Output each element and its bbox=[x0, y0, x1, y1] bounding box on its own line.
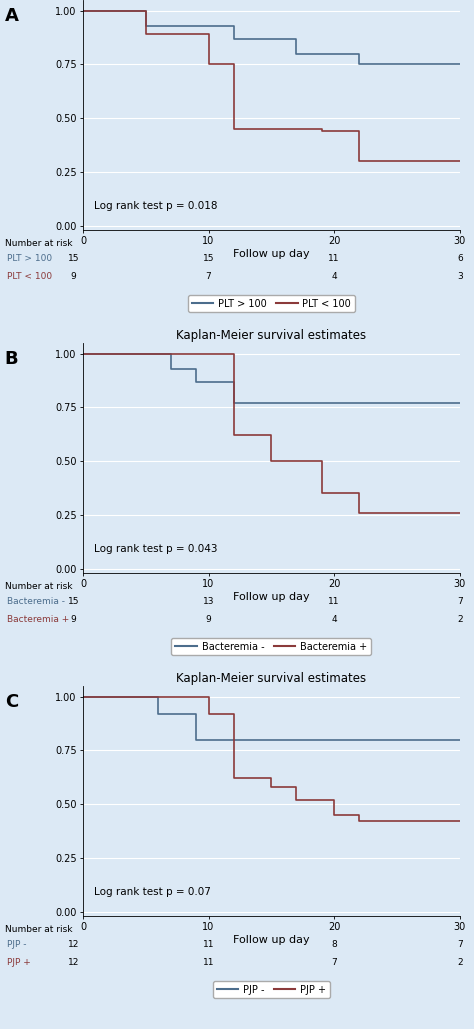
Text: 11: 11 bbox=[328, 597, 340, 606]
Text: 9: 9 bbox=[206, 615, 211, 625]
Text: PLT > 100: PLT > 100 bbox=[7, 254, 52, 263]
Text: 2: 2 bbox=[457, 958, 463, 967]
Text: 11: 11 bbox=[203, 941, 214, 949]
Text: PJP -: PJP - bbox=[7, 941, 27, 949]
Legend: PLT > 100, PLT < 100: PLT > 100, PLT < 100 bbox=[188, 294, 355, 313]
Text: 6: 6 bbox=[457, 254, 463, 263]
Text: PJP +: PJP + bbox=[7, 958, 31, 967]
Title: Kaplan-Meier survival estimates: Kaplan-Meier survival estimates bbox=[176, 329, 366, 342]
Text: 2: 2 bbox=[457, 615, 463, 625]
Text: Number at risk: Number at risk bbox=[5, 925, 72, 933]
Text: B: B bbox=[5, 350, 18, 368]
Text: 15: 15 bbox=[203, 254, 214, 263]
Text: 7: 7 bbox=[331, 958, 337, 967]
Text: 15: 15 bbox=[68, 597, 79, 606]
Text: 7: 7 bbox=[457, 941, 463, 949]
Text: PLT < 100: PLT < 100 bbox=[7, 272, 52, 281]
Text: 11: 11 bbox=[328, 254, 340, 263]
Text: Log rank test p = 0.07: Log rank test p = 0.07 bbox=[94, 887, 211, 897]
Text: Number at risk: Number at risk bbox=[5, 581, 72, 591]
Text: Number at risk: Number at risk bbox=[5, 239, 72, 248]
Legend: PJP -, PJP +: PJP -, PJP + bbox=[213, 981, 330, 998]
Text: 9: 9 bbox=[71, 272, 76, 281]
Text: Log rank test p = 0.043: Log rank test p = 0.043 bbox=[94, 544, 218, 555]
Text: 15: 15 bbox=[68, 254, 79, 263]
Text: 13: 13 bbox=[203, 597, 214, 606]
Text: 8: 8 bbox=[331, 941, 337, 949]
Text: 9: 9 bbox=[71, 615, 76, 625]
X-axis label: Follow up day: Follow up day bbox=[233, 249, 310, 259]
Text: 12: 12 bbox=[68, 958, 79, 967]
Text: 4: 4 bbox=[331, 615, 337, 625]
Text: A: A bbox=[5, 7, 18, 25]
Text: 7: 7 bbox=[457, 597, 463, 606]
X-axis label: Follow up day: Follow up day bbox=[233, 934, 310, 945]
Text: 3: 3 bbox=[457, 272, 463, 281]
Text: 4: 4 bbox=[331, 272, 337, 281]
Text: 7: 7 bbox=[206, 272, 211, 281]
Legend: Bacteremia -, Bacteremia +: Bacteremia -, Bacteremia + bbox=[172, 638, 371, 655]
Text: Bacteremia -: Bacteremia - bbox=[7, 597, 65, 606]
Text: Bacteremia +: Bacteremia + bbox=[7, 615, 69, 625]
Text: C: C bbox=[5, 693, 18, 711]
X-axis label: Follow up day: Follow up day bbox=[233, 592, 310, 602]
Text: Log rank test p = 0.018: Log rank test p = 0.018 bbox=[94, 202, 218, 211]
Title: Kaplan-Meier survival estimates: Kaplan-Meier survival estimates bbox=[176, 672, 366, 685]
Text: 11: 11 bbox=[203, 958, 214, 967]
Text: 12: 12 bbox=[68, 941, 79, 949]
